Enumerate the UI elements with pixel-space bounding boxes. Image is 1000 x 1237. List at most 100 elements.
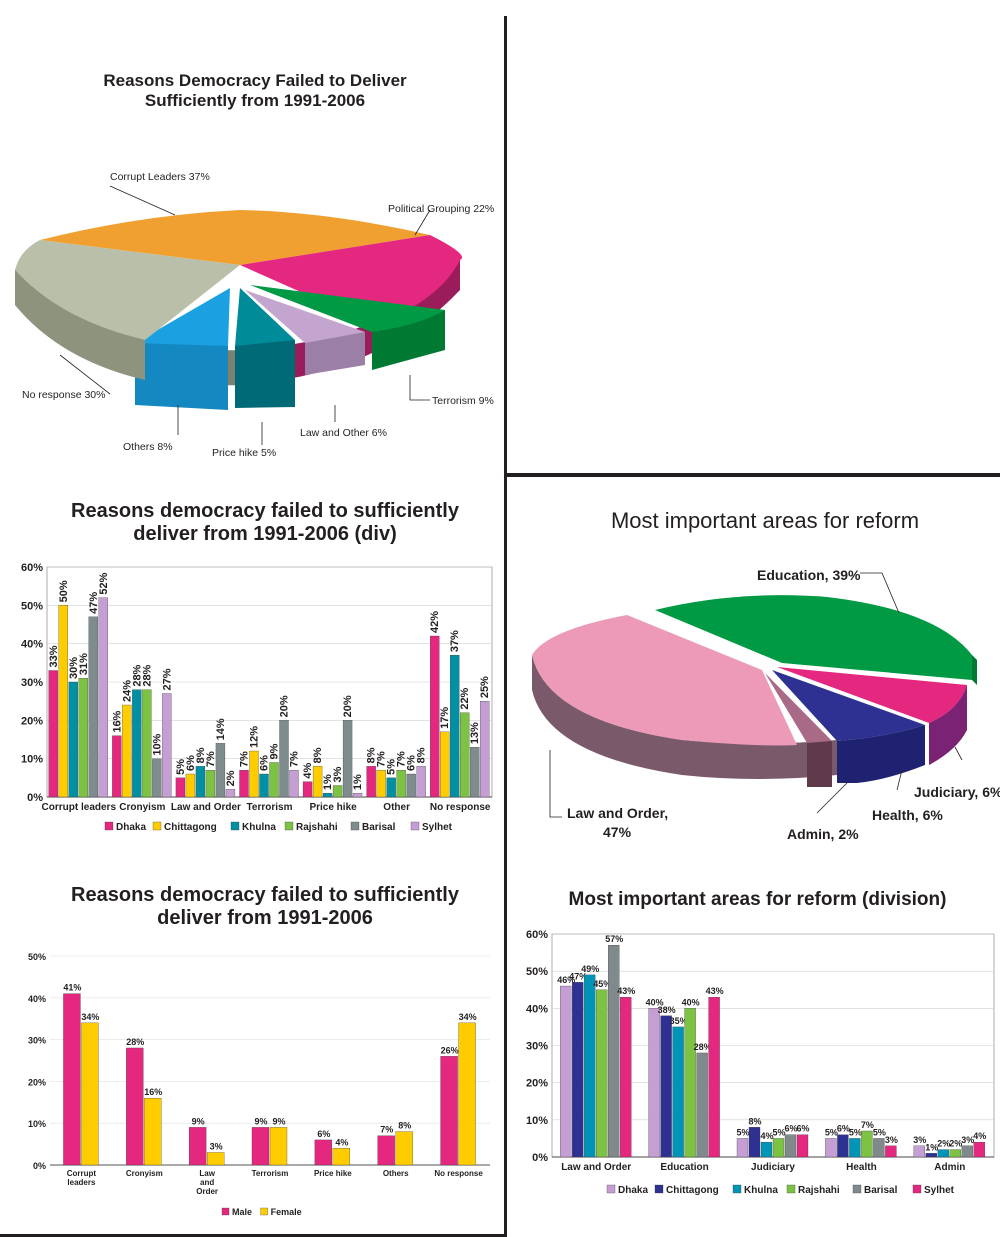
category-label-cronyism: Cronyism [126,1169,163,1178]
value-label: 4% [302,763,314,779]
value-label: 6% [837,1124,850,1134]
value-label: 3% [913,1135,926,1145]
value-label: 27% [161,668,173,690]
value-label: 46% [557,975,575,985]
value-label: 16% [111,710,123,732]
pie-reform-label-admin: Admin, 2% [787,826,859,842]
bar-div-title: Reasons democracy failed to sufficiently… [25,500,505,546]
legend-swatch-sylhet [912,1184,922,1194]
bar-chittagong-price-hike [312,766,323,798]
panel-border-bottom [0,1234,507,1237]
bar-dhaka-corrupt-leaders [48,670,58,798]
legend-swatch-barisal [350,821,360,831]
bar-khulna-corrupt-leaders [68,681,78,798]
value-label: 8% [416,747,428,763]
bar-barisal-admin [961,1145,973,1158]
bar-rajshahi-corrupt-leaders [78,678,88,798]
pie-reform-side-judiciary [929,685,967,765]
category-label-others: Others [383,1169,409,1178]
value-label: 22% [459,687,471,709]
pie-reasons-title: Reasons Democracy Failed to Deliver Suff… [40,71,470,110]
bar-sylhet-terrorism [289,770,299,798]
bar-khulna-no-response [450,655,460,798]
pie-label-no-response: No response 30% [22,389,105,401]
category-label-health: Health [846,1162,877,1173]
value-label: 24% [121,680,133,702]
value-label: 38% [658,1005,676,1015]
legend-swatch-barisal [852,1184,862,1194]
bar-rajshahi-admin [949,1149,961,1158]
legend-swatch-rajshahi [284,821,294,831]
pie-reasons-chart: Corrupt Leaders 37% Political Grouping 2… [15,171,494,459]
bar-dhaka-admin [913,1145,925,1158]
value-label: 7% [861,1120,874,1130]
bar-female-cronyism [144,1097,162,1166]
value-label: 6% [259,755,271,771]
y-tick-label: 10% [21,754,43,766]
value-label: 2% [949,1139,962,1149]
value-label: 37% [449,630,461,652]
value-label: 7% [289,751,301,767]
value-label: 10% [151,733,163,755]
pie-side-law-other [305,332,365,375]
bar-sylhet-other [416,766,426,798]
value-label: 6% [185,755,197,771]
bar-male-cronyism [126,1047,144,1166]
bar-chittagong-law-and-order [185,773,196,798]
bar-sylhet-law-and-order [225,789,236,798]
value-label: 49% [581,964,599,974]
value-label: 14% [215,718,227,740]
pie-reasons-title-line2: Sufficiently from 1991-2006 [144,90,366,110]
category-label-judiciary: Judiciary [751,1162,795,1173]
bar-gender-title-line1: Reasons democracy failed to sufficiently [71,884,459,906]
legend-swatch-khulna [230,821,240,831]
legend-swatch-dhaka [104,821,114,831]
bar-barisal-law-and-order [215,743,226,798]
value-label: 7% [205,751,217,767]
pie-label-price-hike: Price hike 5% [212,447,276,459]
value-label: 5% [873,1127,886,1137]
value-label: 1% [352,774,364,790]
bar-chittagong-no-response [440,731,450,798]
pie-reform-slice-health [772,670,925,741]
bar-female-corrupt-leaders [81,1022,99,1166]
category-label-law-and-order: Law and Order [171,802,241,813]
value-label: 34% [459,1012,477,1022]
pie-reform-slice-admin [765,673,832,743]
category-label-price-hike: Price hike [309,802,357,813]
category-label-corrupt-leaders: Corrupt leaders [42,802,117,813]
value-label: 52% [98,572,110,594]
pie-reform-side-education [972,655,977,685]
value-label: 31% [78,653,90,675]
pie-reform-chart: Education, 39% Judiciary, 6% Health, 6% … [532,567,1000,842]
category-label-law-and-order: Order [196,1187,218,1196]
bar-gender-title: Reasons democracy failed to sufficiently… [25,884,505,930]
pie-reform-label-law-line2: 47% [603,824,632,840]
bar-dhaka-price-hike [302,781,313,798]
bar-dhaka-cronyism [112,735,122,798]
value-label: 42% [429,611,441,633]
value-label: 20% [279,695,291,717]
value-label: 6% [406,755,418,771]
pie-leader-terrorism [409,375,430,401]
bar-sylhet-corrupt-leaders [98,597,108,798]
bar-reform-title-text: Most important areas for reform (divisio… [568,889,947,910]
y-tick-label: 30% [526,1041,548,1053]
value-label: 43% [706,986,724,996]
value-label: 1% [925,1142,938,1152]
bar-rajshahi-education [684,1008,696,1158]
category-label-law-and-order: and [200,1178,214,1187]
pie-slice-no-response [15,240,240,340]
pie-reform-slice-judiciary [777,667,967,723]
value-label: 30% [68,657,80,679]
bar-gender-title-line2: deliver from 1991-2006 [157,907,373,929]
value-label: 5% [772,1127,785,1137]
value-label: 47% [88,592,100,614]
panel-border-left [504,16,507,1237]
bar-dhaka-education [648,1008,660,1158]
pie-reform-leader-judiciary [954,746,963,761]
legend-label-rajshahi: Rajshahi [798,1185,840,1196]
legend-label-male: Male [232,1207,252,1217]
bar-barisal-no-response [470,747,480,798]
